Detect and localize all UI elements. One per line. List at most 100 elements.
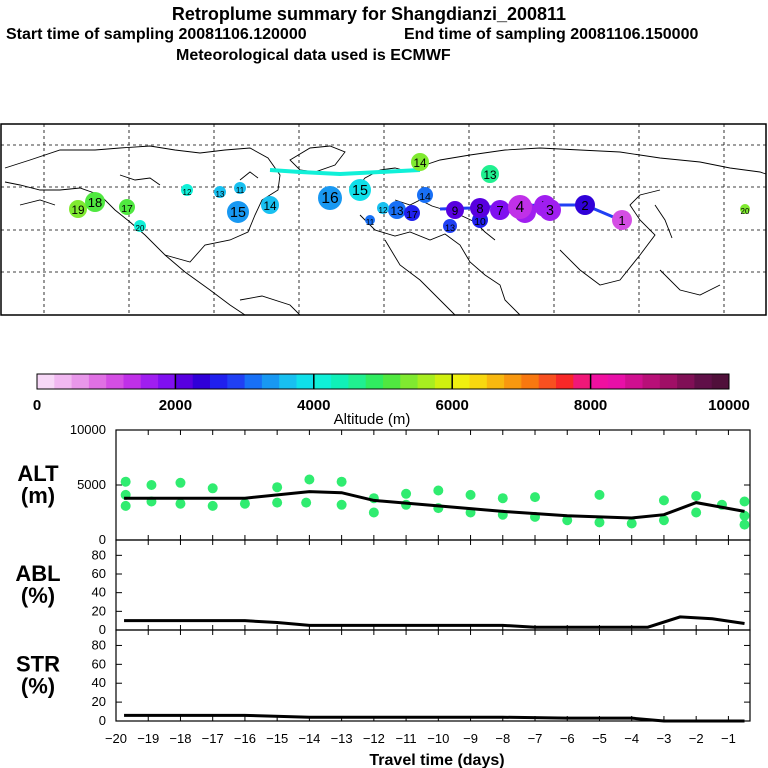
altitude-scatter-point: [739, 496, 750, 507]
colorbar-cell: [573, 374, 592, 389]
map-plume-marker: [417, 187, 433, 203]
y-tick-label: 20: [92, 694, 106, 709]
altitude-scatter-point: [336, 476, 347, 487]
colorbar-cell: [607, 374, 626, 389]
panel-ylabel: (%): [21, 583, 55, 608]
colorbar-cell: [677, 374, 695, 389]
altitude-scatter-point: [658, 495, 669, 506]
start-time-label: Start time of sampling 20081106.120000: [6, 26, 307, 43]
x-tick-label: −9: [463, 731, 478, 746]
map-plume-marker: [539, 199, 561, 221]
map-plume-marker: [134, 220, 146, 232]
x-tick-label: −6: [560, 731, 575, 746]
colorbar-cell: [313, 374, 332, 389]
map-plume-marker: [470, 198, 490, 218]
colorbar-cell: [625, 374, 643, 389]
colorbar-cell: [175, 374, 194, 389]
map-plume-marker: [69, 200, 87, 218]
map-plume-label: 1: [618, 213, 625, 228]
panel-frame: [115, 539, 751, 631]
colorbar-frame: [36, 373, 730, 390]
x-tick-label: −17: [202, 731, 224, 746]
map-plume-label: 20: [136, 224, 145, 233]
map-plume-marker: [261, 196, 279, 214]
map-plume-label: 18: [88, 195, 102, 210]
colorbar-cell: [383, 374, 401, 389]
panel-ylabel: (%): [21, 674, 55, 699]
colorbar-major-ticks: [174, 374, 592, 389]
map-plume-label: 4: [516, 199, 525, 216]
colorbar-tick-label: 4000: [297, 397, 330, 414]
y-tick-label: 80: [92, 547, 106, 562]
y-tick-label: 5000: [77, 477, 106, 492]
colorbar-cell: [434, 374, 453, 389]
colorbar-cell: [694, 374, 713, 389]
x-tick-label: −4: [624, 731, 639, 746]
colorbar-cell: [71, 374, 90, 389]
colorbar-cell: [192, 374, 211, 389]
x-tick-label: −12: [363, 731, 385, 746]
map-plume-label: 17: [121, 204, 133, 215]
colorbar-cell: [279, 374, 297, 389]
map-plume-marker: [443, 219, 457, 233]
map-plume-label: 15: [230, 205, 246, 221]
map-plume-marker: [227, 201, 249, 223]
colorbar-tick-label: 10000: [708, 397, 750, 414]
map-plume-label: 3: [546, 203, 554, 219]
altitude-scatter-point: [594, 489, 605, 500]
map-plume-label: 13: [216, 190, 225, 199]
map-plume-label: 7: [496, 203, 503, 218]
colorbar-tick-labels: 0 2000 4000 6000 8000 10000: [33, 397, 750, 414]
map-plume-label: 2: [581, 198, 588, 213]
colorbar-cell: [54, 374, 73, 389]
map-plume-marker: [612, 210, 632, 230]
x-tick-label: −19: [137, 731, 159, 746]
map-plume-label: 13: [445, 223, 455, 233]
x-tick-label: −7: [528, 731, 543, 746]
x-tick-label: −13: [331, 731, 353, 746]
colorbar-cell: [331, 374, 349, 389]
altitude-scatter-point: [207, 500, 218, 511]
colorbar-cell: [210, 374, 228, 389]
altitude-scatter-point: [562, 515, 573, 526]
colorbar-cell: [296, 374, 315, 389]
y-tick-label: 60: [92, 656, 106, 671]
y-tick-label: 10000: [70, 422, 106, 437]
colorbar-cell: [140, 374, 159, 389]
colorbar: 0 2000 4000 6000 8000 10000 Altitude (m): [33, 373, 750, 428]
colorbar-cell: [452, 374, 470, 389]
colorbar-cell: [106, 374, 124, 389]
map-plume-marker: [377, 202, 389, 214]
altitude-scatter-point: [401, 488, 412, 499]
panel-alt: 0 5000 10000 ALT(m): [17, 422, 751, 547]
y-tick-label: 60: [92, 566, 106, 581]
colorbar-title: Altitude (m): [334, 411, 411, 428]
altitude-scatter-point: [175, 477, 186, 488]
altitude-scatter-point: [301, 497, 312, 508]
map-plume-marker: [481, 165, 499, 183]
map-plume-marker: [119, 199, 135, 215]
altitude-scatter-point: [658, 515, 669, 526]
x-tick-label: −1: [721, 731, 736, 746]
altitude-scatter-point: [146, 480, 157, 490]
map-plume-label: 13: [483, 169, 496, 182]
chart-title: Retroplume summary for Shangdianzi_20081…: [171, 4, 567, 24]
colorbar-cell: [590, 374, 609, 389]
colorbar-cell: [123, 374, 142, 389]
colorbar-cell: [365, 374, 384, 389]
colorbar-cell: [158, 374, 176, 389]
panel-ylabel: ABL: [15, 561, 60, 586]
colorbar-cell: [504, 374, 522, 389]
colorbar-cell: [486, 374, 505, 389]
map-plume-marker: [365, 215, 375, 225]
map-plume-label: 19: [71, 204, 84, 217]
x-tick-label: −14: [298, 731, 320, 746]
map-plume-label: 13: [390, 205, 403, 218]
trajectory-line: [269, 168, 421, 177]
colorbar-cell: [348, 374, 367, 389]
colorbar-cell: [642, 374, 661, 389]
x-tick-label: −8: [495, 731, 510, 746]
map-gridlines: [1, 124, 766, 315]
map-plume-marker: [234, 182, 246, 194]
